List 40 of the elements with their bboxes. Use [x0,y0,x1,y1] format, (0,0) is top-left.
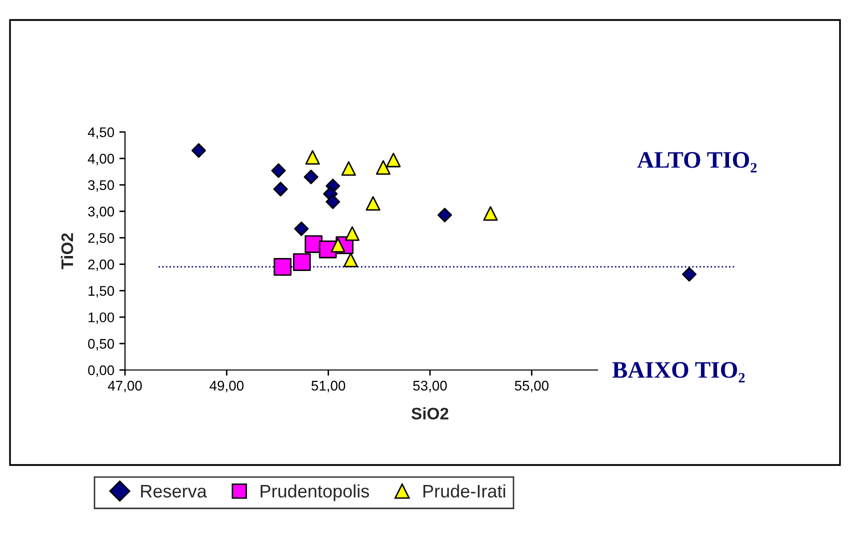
point [437,208,452,222]
point [292,253,311,272]
point [294,222,309,236]
y-tick-label: 4,50 [88,127,114,139]
y-tick-label: 1,00 [88,312,114,324]
x-axis-title: SiO2 [411,407,448,420]
y-tick-label: 0,00 [88,365,114,377]
point [271,163,286,178]
y-tick-label: 2,00 [88,260,114,272]
point [386,152,401,168]
point [682,266,697,282]
x-tick-label: 53,00 [413,380,447,392]
point [376,160,391,175]
point [273,182,288,196]
annotation: BAIXO TIO₂ [612,362,745,382]
point [343,252,358,268]
point [274,258,292,276]
y-tick-label: 0,50 [88,338,114,350]
x-tick-label: 55,00 [514,380,549,392]
x-tick-label: 49,00 [210,380,244,392]
y-tick-label: 4,00 [88,154,114,166]
x-tick-label: 47,00 [108,380,142,392]
legend-label: Prudentopolis [260,484,369,502]
point [304,170,318,184]
y-tick-label: 2,50 [88,233,114,245]
legend-label: Reserva [141,484,207,498]
point [341,161,356,176]
y-tick-label: 3,50 [88,180,114,192]
point [344,226,360,241]
y-tick-label: 1,50 [88,286,114,298]
x-tick-label: 51,00 [312,380,346,392]
y-axis-title: TiO2 [60,233,74,270]
annotation: ALTO TIO₂ [637,152,757,172]
point [326,194,340,210]
point [305,150,320,165]
legend-label: Prude-Irati [423,484,506,498]
point [366,196,380,211]
point [191,143,206,158]
y-tick-label: 3,00 [88,206,114,218]
point [483,206,498,221]
